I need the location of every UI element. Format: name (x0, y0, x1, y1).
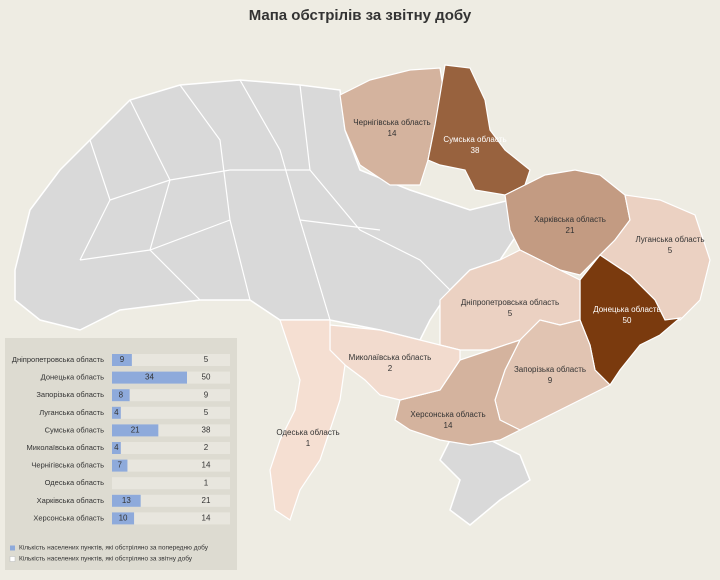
bar (112, 389, 130, 402)
value-label: 2 (204, 443, 209, 452)
row-background (112, 354, 230, 366)
value-label: 13 (122, 496, 131, 505)
region-value: 14 (388, 129, 397, 138)
region-value: 5 (508, 309, 513, 318)
value-label: 50 (202, 373, 211, 382)
value-label: 8 (119, 390, 124, 399)
crimea (439, 439, 531, 526)
row-background (112, 459, 230, 472)
bar (112, 354, 132, 366)
region-name: Запорізька область (514, 365, 586, 374)
region-value: 21 (566, 226, 575, 235)
legend-label: Кількість населених пунктів, які обстріл… (19, 544, 209, 552)
value-label: 5 (204, 355, 209, 364)
region-value: 1 (306, 439, 311, 448)
value-label: 9 (120, 355, 125, 364)
category-label: Харківська область (37, 496, 104, 505)
value-label: 14 (202, 461, 211, 470)
bar (112, 512, 135, 525)
region (394, 338, 522, 446)
value-label: 9 (204, 390, 209, 399)
category-label: Миколаївська область (27, 443, 105, 452)
region-value: 9 (548, 376, 553, 385)
category-label: Луганська область (39, 408, 104, 417)
region-name: Дніпропетровська область (461, 298, 559, 307)
category-label: Дніпропетровська область (12, 355, 104, 364)
legend-marker (9, 556, 16, 562)
row-background (112, 477, 230, 490)
value-label: 7 (117, 461, 122, 470)
region-borders (79, 79, 451, 321)
value-label: 1 (204, 478, 209, 487)
row-background (112, 442, 230, 454)
inset-chart: Дніпропетровська область 9 5 Донецька облас… (5, 338, 237, 570)
row-background (112, 494, 230, 507)
region-name: Сумська область (443, 135, 506, 144)
bar (112, 406, 121, 419)
region-name: Чернігівська область (353, 118, 430, 127)
value-label: 21 (202, 496, 211, 505)
bar (112, 371, 187, 384)
region-name: Харківська область (534, 215, 606, 224)
row-background (112, 406, 230, 419)
region-name: Луганська область (635, 235, 704, 244)
category-label: Донецька область (41, 373, 104, 382)
bar (112, 494, 141, 507)
value-label: 10 (119, 514, 128, 523)
value-label: 21 (131, 426, 140, 435)
value-label: 14 (202, 514, 211, 523)
region (269, 319, 346, 521)
title: Мапа обстрілів за звітну добу (249, 7, 472, 24)
legend-label: Кількість населених пунктів, які обстріл… (19, 555, 193, 563)
value-label: 4 (114, 408, 119, 417)
region-value: 50 (623, 316, 632, 325)
region-value: 5 (668, 246, 673, 255)
bar (112, 442, 121, 454)
region-name: Одеська область (276, 428, 339, 437)
bar (112, 459, 128, 472)
value-label: 4 (114, 443, 119, 452)
category-label: Одеська область (45, 478, 104, 487)
value-label: 38 (202, 426, 211, 435)
region-name: Херсонська область (410, 410, 485, 419)
bar (112, 424, 159, 437)
region-name: Миколаївська область (349, 353, 432, 362)
country-base (14, 79, 521, 341)
legend-marker (10, 545, 15, 551)
value-label: 5 (204, 408, 209, 417)
category-label: Сумська область (45, 425, 104, 434)
category-label: Херсонська область (33, 513, 104, 522)
region-value: 2 (388, 364, 393, 373)
category-label: Чернігівська область (31, 461, 104, 470)
row-background (112, 512, 230, 525)
region-value: 38 (471, 146, 480, 155)
row-background (112, 389, 230, 402)
region-value: 14 (444, 421, 453, 430)
value-label: 34 (145, 373, 154, 382)
category-label: Запорізька область (36, 390, 104, 399)
region-name: Донецька область (593, 305, 661, 314)
